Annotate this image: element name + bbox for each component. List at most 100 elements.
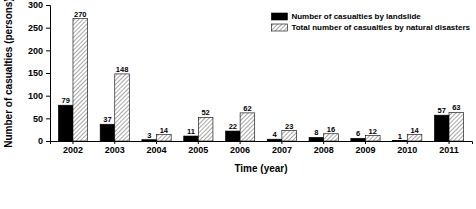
tick: 150 <box>28 68 50 78</box>
tick-label: 50 <box>33 114 43 124</box>
y-axis-title: Number of casualties (persons) <box>3 0 14 148</box>
bar <box>365 136 380 141</box>
tick-label: 2010 <box>397 145 417 155</box>
data-label: 23 <box>285 122 293 131</box>
legend-label: Number of casualties by landslide <box>291 12 421 21</box>
legend-swatch <box>271 24 287 31</box>
data-label: 22 <box>229 122 237 131</box>
legend-label: Total number of casualties by natural di… <box>291 23 470 32</box>
data-label: 11 <box>187 127 195 136</box>
tick: 2006 <box>230 141 250 155</box>
bar <box>100 124 115 141</box>
tick: 250 <box>28 23 50 33</box>
data-label: 8 <box>314 128 318 137</box>
data-label: 16 <box>327 125 335 134</box>
bar <box>407 135 422 141</box>
tick: 2005 <box>188 141 208 155</box>
data-label: 52 <box>201 108 209 117</box>
plot: 79 37 3 11 22 4 8 6 1 57 270 148 14 52 62 23 16 12 14 63 0 50… <box>28 0 473 155</box>
tick: 300 <box>28 0 50 10</box>
tick: 2009 <box>355 141 375 155</box>
tick-label: 200 <box>28 46 43 56</box>
tick-mark <box>198 141 199 144</box>
tick-mark <box>46 141 50 142</box>
bar <box>115 74 130 141</box>
tick-label: 2004 <box>147 145 167 155</box>
bar <box>434 115 449 141</box>
tick-mark <box>365 141 366 144</box>
tick-label: 2005 <box>188 145 208 155</box>
data-label: 1 <box>398 132 402 141</box>
legend: Number of casualties by landslide Total n… <box>271 12 470 32</box>
bar <box>309 137 324 141</box>
tick-mark <box>46 73 50 74</box>
tick-label: 150 <box>28 68 43 78</box>
bar <box>267 139 282 141</box>
legend-swatch <box>271 13 287 20</box>
tick: 2011 <box>439 141 459 155</box>
tick: 0 <box>38 136 50 146</box>
tick: 2004 <box>147 141 167 155</box>
tick-mark <box>407 141 408 144</box>
data-label: 3 <box>147 131 151 140</box>
data-label: 14 <box>160 126 169 135</box>
tick-mark <box>156 141 157 144</box>
bar <box>142 140 157 141</box>
tick-mark <box>72 141 73 144</box>
y-axis: 0 50 100 150 200 250 300 <box>28 0 51 146</box>
data-label: 4 <box>272 130 277 139</box>
tick: 50 <box>33 114 50 124</box>
x-axis-title: Time (year) <box>234 163 287 174</box>
bars <box>58 19 463 141</box>
data-label: 14 <box>410 126 419 135</box>
bar <box>198 117 213 141</box>
tick: 2008 <box>314 141 334 155</box>
tick-mark <box>46 96 50 97</box>
tick-mark <box>114 141 115 144</box>
x-axis: 2002 2003 2004 2005 2006 2007 2008 2009 2010 2011 <box>51 141 473 155</box>
data-label: 148 <box>116 65 129 74</box>
bar <box>324 134 339 141</box>
tick: 2010 <box>397 141 417 155</box>
tick-label: 300 <box>28 0 43 10</box>
tick-label: 2007 <box>272 145 292 155</box>
tick-mark <box>46 50 50 51</box>
tick-label: 0 <box>38 136 43 146</box>
bar <box>184 136 199 141</box>
tick-label: 2003 <box>105 145 125 155</box>
tick: 2007 <box>272 141 292 155</box>
bar <box>73 19 88 141</box>
data-label: 6 <box>356 129 360 138</box>
tick-mark <box>281 141 282 144</box>
data-label: 57 <box>438 106 446 115</box>
tick-mark <box>46 5 50 6</box>
bar <box>449 112 464 141</box>
tick-label: 2002 <box>63 145 83 155</box>
bar <box>282 131 297 141</box>
tick: 2002 <box>63 141 83 155</box>
tick: 2003 <box>105 141 125 155</box>
tick-mark <box>449 141 450 144</box>
tick-mark <box>46 28 50 29</box>
tick-label: 2006 <box>230 145 250 155</box>
bar <box>225 131 240 141</box>
data-label: 37 <box>103 115 111 124</box>
tick: 200 <box>28 46 50 56</box>
axis-line <box>46 6 51 142</box>
bar <box>157 135 172 141</box>
chart: 79 37 3 11 22 4 8 6 1 57 270 148 14 52 62 23 16 12 14 63 0 50… <box>0 0 476 209</box>
bar <box>351 138 366 141</box>
legend-item: Total number of casualties by natural di… <box>271 23 470 32</box>
tick-label: 2009 <box>355 145 375 155</box>
data-label: 12 <box>369 127 377 136</box>
tick: 100 <box>28 91 50 101</box>
data-label: 270 <box>74 10 87 19</box>
tick-label: 250 <box>28 23 43 33</box>
data-label: 63 <box>452 103 460 112</box>
tick-mark <box>323 141 324 144</box>
data-label: 62 <box>243 104 251 113</box>
tick-label: 100 <box>28 91 43 101</box>
data-label: 79 <box>61 96 69 105</box>
bar <box>240 113 255 141</box>
tick-mark <box>240 141 241 144</box>
